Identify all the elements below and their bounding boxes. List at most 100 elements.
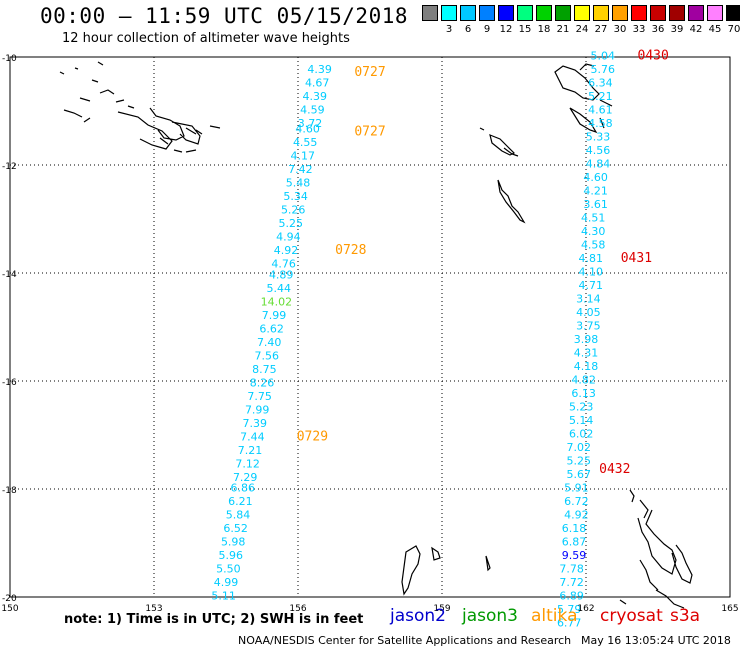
swh-value: 7.39 (243, 417, 268, 430)
colorbar-cell (650, 5, 666, 21)
swh-value: 6.52 (223, 522, 248, 535)
lon-tick-label: 150 (1, 604, 18, 614)
colorbar-label: 9 (483, 24, 491, 35)
swh-value: 4.18 (574, 360, 599, 373)
lat-tick-label: -16 (2, 378, 17, 388)
legend-item-cryosat: cryosat (600, 606, 663, 626)
swh-value: 4.60 (583, 171, 608, 184)
pass-time-label: 0727 (354, 124, 385, 139)
coastline-coral-sea (401, 545, 491, 596)
colorbar-cell (593, 5, 609, 21)
lat-tick-label: -14 (2, 270, 17, 280)
coastline-png (59, 61, 221, 153)
colorbar-cell (669, 5, 685, 21)
pass-time-label: 0432 (599, 462, 630, 477)
swh-value: 5.25 (279, 217, 304, 230)
swh-value: 7.99 (245, 403, 270, 416)
lat-tick-label: -20 (2, 594, 17, 604)
colorbar-label: 45 (708, 24, 722, 35)
swh-value: 4.05 (576, 306, 601, 319)
colorbar-cell (498, 5, 514, 21)
colorbar-label: 6 (464, 24, 472, 35)
swh-value: 5.67 (567, 468, 592, 481)
swh-value: 4.99 (214, 576, 239, 589)
swh-value: 4.39 (303, 90, 328, 103)
swh-value: 7.99 (262, 309, 287, 322)
colorbar-label: 30 (613, 24, 627, 35)
swh-value: 4.21 (583, 185, 608, 198)
swh-value: 4.76 (271, 258, 296, 271)
swh-value: 4.55 (293, 136, 318, 149)
swh-value: 5.96 (219, 549, 244, 562)
pass-time-label: 0729 (297, 429, 328, 444)
swh-value: 3.98 (574, 333, 599, 346)
swh-value: 5.79 (557, 603, 582, 616)
footer-note: note: 1) Time is in UTC; 2) SWH is in fe… (64, 612, 364, 627)
legend-item-s3a: s3a (670, 606, 701, 626)
swh-value: 4.58 (588, 117, 613, 130)
swh-value: 5.14 (569, 414, 594, 427)
swh-value: 5.25 (567, 455, 592, 468)
track-cryosat: 5.045.766.345.214.614.585.334.564.844.60… (557, 49, 669, 630)
swh-value: 4.67 (305, 77, 330, 90)
swh-value: 5.98 (221, 536, 246, 549)
colorbar-cell (555, 5, 571, 21)
lon-tick-label: 162 (577, 604, 594, 614)
swh-value: 4.92 (564, 509, 589, 522)
swh-value: 3.72 (298, 117, 323, 130)
swh-value: 3.61 (583, 198, 608, 211)
colorbar-cell (441, 5, 457, 21)
swh-value: 6.02 (569, 428, 594, 441)
swh-value: 4.92 (274, 244, 299, 257)
swh-value: 5.23 (569, 401, 594, 414)
swh-value: 7.40 (257, 336, 282, 349)
coastline-islands-mid (479, 127, 526, 224)
swh-value: 4.59 (300, 104, 325, 117)
swh-value: 5.33 (586, 131, 611, 144)
colorbar-cell (631, 5, 647, 21)
swh-value: 7.75 (247, 390, 272, 403)
swh-value: 5.44 (267, 282, 292, 295)
swh-value: 4.30 (581, 225, 606, 238)
swh-value: 7.21 (238, 444, 263, 457)
swh-value: 5.48 (286, 177, 311, 190)
pass-time-label: 0431 (621, 251, 652, 266)
legend-item-jason3: jason3 (462, 606, 518, 626)
colorbar-label: 70 (727, 24, 740, 35)
pass-time-label: 0727 (354, 65, 385, 80)
colorbar-cell (422, 5, 438, 21)
colorbar-label: 42 (689, 24, 703, 35)
swh-value: 14.02 (261, 295, 293, 308)
swh-value: 4.81 (579, 252, 604, 265)
swh-value: 6.86 (231, 482, 256, 495)
swh-value: 5.84 (226, 509, 251, 522)
colorbar-label: 33 (632, 24, 646, 35)
colorbar-label: 15 (518, 24, 532, 35)
pass-time-label: 0728 (335, 243, 366, 258)
swh-value: 4.60 (295, 123, 320, 136)
satellite-tracks: 4.394.674.394.593.724.604.554.177.425.48… (211, 49, 669, 630)
colorbar-label: 39 (670, 24, 684, 35)
lon-tick-label: 153 (145, 604, 162, 614)
swh-value: 7.44 (240, 430, 265, 443)
swh-value: 4.17 (291, 150, 316, 163)
swh-value: 4.61 (588, 104, 613, 117)
colorbar-label: 18 (537, 24, 551, 35)
swh-value: 5.76 (591, 63, 616, 76)
swh-value: 7.29 (233, 471, 258, 484)
colorbar-cell (479, 5, 495, 21)
swh-value: 7.12 (235, 457, 260, 470)
swh-value: 5.21 (588, 90, 613, 103)
map-grid (9, 56, 731, 598)
swh-value: 6.21 (228, 495, 253, 508)
lon-tick-label: 165 (721, 604, 738, 614)
swh-value: 4.31 (574, 347, 599, 360)
swh-value: 6.77 (557, 617, 582, 630)
coastlines (59, 61, 693, 609)
swh-value: 7.42 (288, 163, 313, 176)
colorbar-cell (536, 5, 552, 21)
swh-value: 4.71 (579, 279, 604, 292)
swh-value: 4.94 (276, 231, 301, 244)
legend-item-jason2: jason2 (390, 606, 446, 626)
